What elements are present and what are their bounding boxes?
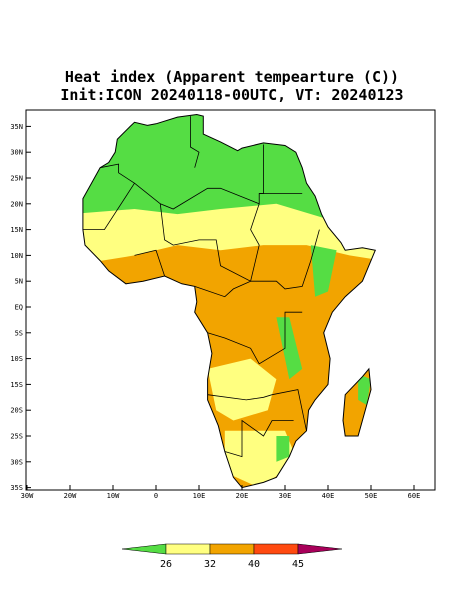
lat-label: 25S: [10, 433, 23, 441]
map-frame: [25, 109, 436, 491]
lat-label: 20S: [10, 407, 23, 415]
border: [224, 436, 243, 458]
lat-label: 35S: [10, 484, 23, 492]
region-green: [358, 374, 371, 405]
colorbar-label: 40: [248, 559, 260, 570]
lat-label: 5S: [15, 329, 23, 337]
lat-label: 5N: [15, 278, 23, 286]
lat-label: 15N: [10, 226, 23, 234]
lon-label: 30W: [21, 492, 34, 500]
title: Heat index (Apparent tempearture (C)): [65, 68, 399, 86]
region-green: [276, 317, 303, 380]
lon-label: 20E: [236, 492, 249, 500]
lat-label: 25N: [10, 175, 23, 183]
border: [207, 389, 307, 431]
colorbar-segment: [165, 543, 211, 555]
region-green: [82, 114, 376, 220]
colorbar-low: [121, 543, 167, 555]
region-green: [310, 245, 337, 297]
border: [194, 280, 251, 298]
colorbar-label: 26: [160, 559, 172, 570]
colorbar-high: [297, 543, 343, 555]
border: [134, 249, 165, 277]
lat-label: EQ: [15, 304, 23, 312]
border: [189, 116, 200, 168]
lon-label: 60E: [408, 492, 421, 500]
lon-label: 50E: [365, 492, 378, 500]
lon-label: 20W: [64, 492, 77, 500]
colorbar-label: 32: [204, 559, 216, 570]
colorbar: 26 32 40 45: [121, 543, 343, 570]
lat-label: 20N: [10, 200, 23, 208]
lat-label: 15S: [10, 381, 23, 389]
subtitle: Init:ICON 20240118-00UTC, VT: 20240123: [60, 86, 403, 104]
lon-label: 10E: [193, 492, 206, 500]
lon-label: 0: [154, 492, 158, 500]
lat-label: 30S: [10, 458, 23, 466]
colorbar-segment: [209, 543, 255, 555]
axes: 35N 30N 25N 20N 15N 10N 5N EQ 5S 10S 15S 20S 25S 30S 3…: [10, 123, 420, 500]
coastline: [82, 113, 376, 489]
coastline: [342, 367, 372, 437]
lat-label: 10S: [10, 355, 23, 363]
colorbar-label: 45: [292, 559, 304, 570]
border: [207, 311, 303, 365]
lon-label: 30E: [279, 492, 292, 500]
region-green: [276, 436, 290, 462]
border: [241, 419, 294, 437]
colorbar-segment: [253, 543, 299, 555]
lat-label: 35N: [10, 123, 23, 131]
region-yellow: [207, 358, 277, 421]
lat-label: 10N: [10, 252, 23, 260]
lon-label: 10W: [107, 492, 120, 500]
border: [250, 203, 260, 282]
lon-label: 40E: [322, 492, 335, 500]
lat-label: 30N: [10, 149, 23, 157]
border: [82, 182, 135, 231]
